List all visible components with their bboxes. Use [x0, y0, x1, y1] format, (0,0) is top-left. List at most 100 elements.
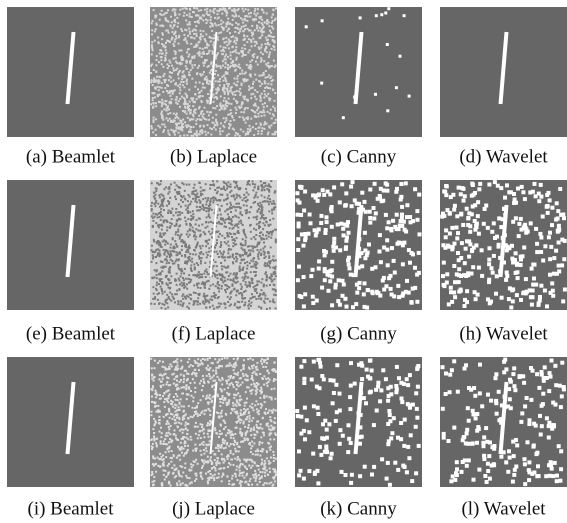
noise-dot — [272, 40, 274, 42]
noise-dot — [190, 43, 192, 45]
noise-dot — [245, 434, 247, 436]
noise-dot — [248, 29, 250, 31]
noise-dot — [197, 264, 199, 266]
noise-dot — [207, 482, 209, 484]
noise-dot — [233, 98, 235, 100]
noise-dot — [200, 36, 202, 38]
noise-dot — [161, 99, 163, 101]
noise-dot — [327, 289, 331, 293]
noise-dot — [332, 185, 336, 189]
noise-dot — [393, 461, 397, 465]
noise-dot — [208, 302, 210, 304]
noise-dot — [362, 396, 366, 400]
noise-dot — [156, 274, 158, 276]
noise-dot — [255, 393, 257, 395]
noise-dot — [235, 112, 237, 114]
noise-dot — [243, 359, 245, 361]
noise-dot — [192, 114, 194, 116]
noise-dot — [269, 471, 271, 473]
noise-dot — [186, 373, 188, 375]
noise-dot — [563, 288, 567, 292]
noise-dot — [179, 235, 181, 237]
noise-dot — [338, 200, 342, 204]
noise-dot — [246, 261, 248, 263]
noise-dot — [256, 25, 258, 27]
noise-dot — [163, 221, 165, 223]
noise-dot — [165, 435, 167, 437]
noise-dot — [194, 190, 196, 192]
noise-dot — [548, 198, 552, 202]
noise-dot — [242, 373, 244, 375]
noise-dot — [227, 265, 229, 267]
noise-dot — [344, 247, 348, 251]
noise-dot — [401, 291, 405, 295]
noise-dot — [206, 450, 208, 452]
noise-dot — [197, 15, 199, 17]
noise-dot — [255, 290, 257, 292]
noise-dot — [162, 463, 164, 465]
noise-dot — [202, 253, 204, 255]
noise-dot — [217, 376, 219, 378]
noise-dot — [202, 115, 204, 117]
noise-dot — [415, 416, 419, 420]
noise-dot — [264, 401, 266, 403]
noise-dot — [201, 424, 203, 426]
noise-dot — [225, 199, 227, 201]
noise-dot — [195, 25, 197, 27]
noise-dot — [186, 393, 188, 395]
noise-dot — [453, 295, 457, 299]
noise-dot — [249, 225, 251, 227]
noise-dot — [223, 428, 225, 430]
noise-dot — [200, 399, 202, 401]
noise-dot — [207, 124, 209, 126]
noise-dot — [473, 290, 477, 294]
noise-dot — [246, 418, 248, 420]
noise-dot — [181, 285, 183, 287]
noise-dot — [232, 216, 234, 218]
noise-dot — [162, 378, 164, 380]
noise-dot — [192, 11, 194, 13]
noise-dot — [244, 109, 246, 111]
noise-dot — [561, 299, 565, 303]
noise-dot — [230, 291, 232, 293]
noise-dot — [266, 450, 268, 452]
noise-dot — [235, 421, 237, 423]
noise-dot — [266, 238, 268, 240]
noise-dot — [321, 19, 324, 22]
noise-dot — [200, 454, 202, 456]
noise-dot — [225, 272, 227, 274]
noise-dot — [261, 9, 263, 11]
noise-dot — [196, 219, 198, 221]
noise-dot — [486, 226, 490, 230]
noise-dot — [234, 303, 236, 305]
noise-dot — [156, 277, 158, 279]
noise-dot — [161, 375, 163, 377]
noise-dot — [183, 97, 185, 99]
noise-dot — [190, 60, 192, 62]
noise-dot — [257, 130, 259, 132]
noise-dot — [234, 281, 236, 283]
noise-dot — [207, 358, 209, 360]
noise-dot — [185, 103, 187, 105]
noise-dot — [215, 64, 217, 66]
noise-dot — [151, 53, 153, 55]
noise-dot — [341, 227, 345, 231]
noise-dot — [470, 272, 474, 276]
noise-dot — [270, 237, 272, 239]
noise-dot — [389, 392, 393, 396]
noise-dot — [170, 183, 172, 185]
noise-dot — [463, 298, 467, 302]
noise-dot — [328, 279, 332, 283]
noise-dot — [246, 41, 248, 43]
noise-dot — [152, 131, 154, 133]
noise-dot — [159, 254, 161, 256]
noise-dot — [274, 133, 276, 135]
noise-dot — [220, 241, 222, 243]
noise-dot — [562, 257, 566, 261]
noise-dot — [169, 95, 171, 97]
noise-dot — [151, 22, 153, 24]
noise-dot — [180, 374, 182, 376]
noise-dot — [181, 268, 183, 270]
noise-dot — [252, 453, 254, 455]
noise-dot — [176, 380, 178, 382]
